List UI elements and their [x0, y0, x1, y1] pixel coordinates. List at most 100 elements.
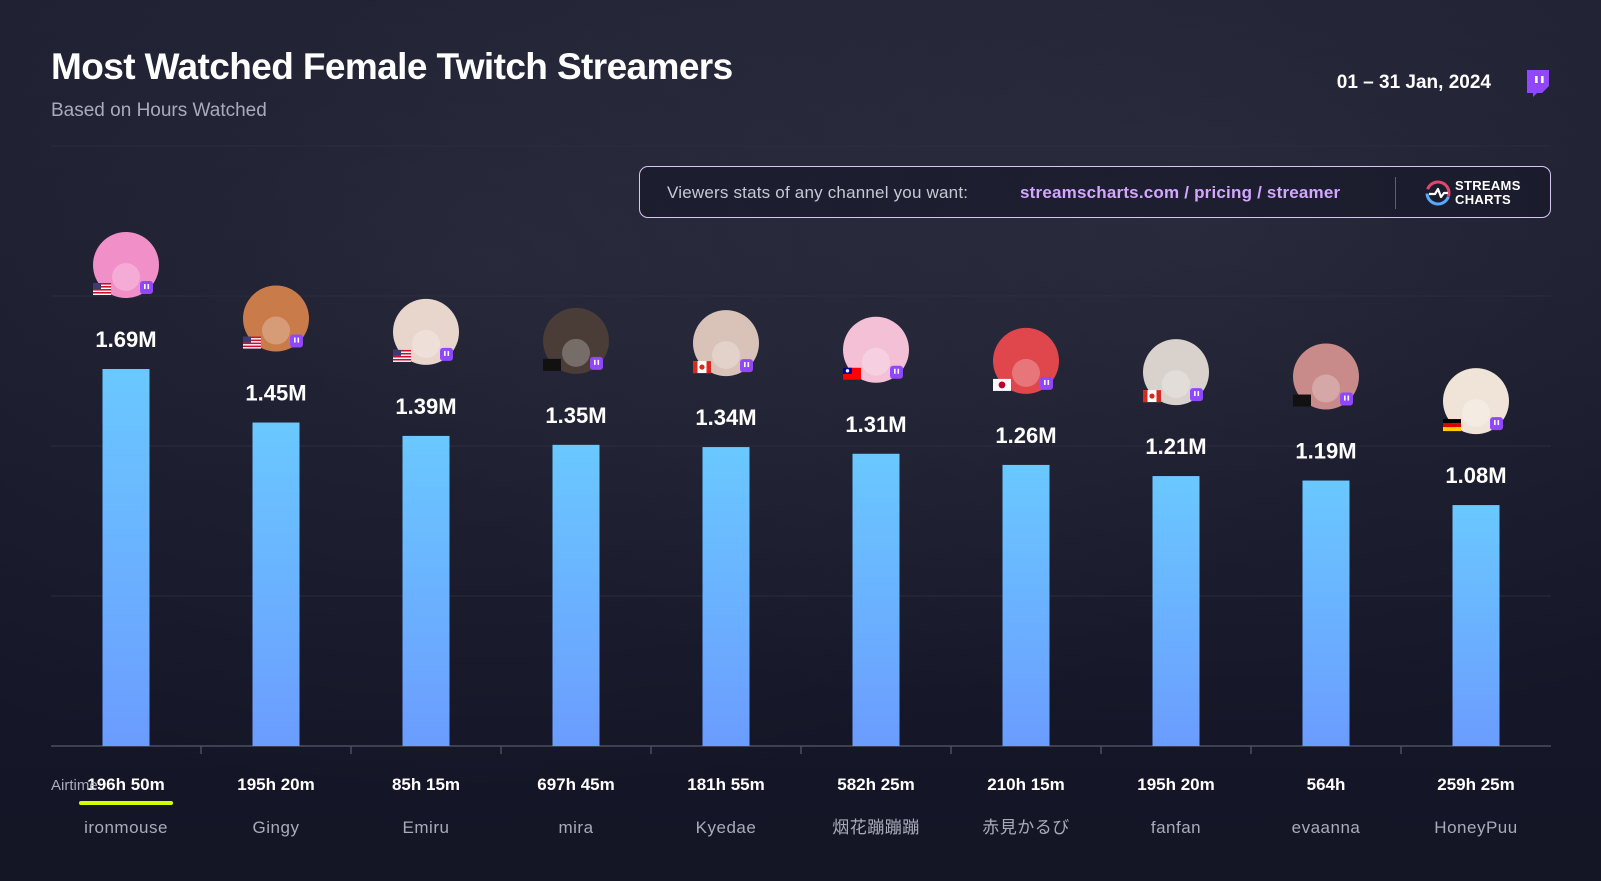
- twitch-badge-icon: [1040, 376, 1053, 390]
- avatar-face: [1312, 374, 1340, 403]
- page-subtitle: Based on Hours Watched: [51, 100, 267, 121]
- bar-value-label: 1.39M: [395, 394, 456, 419]
- flag-canton: [93, 283, 101, 289]
- bar: [1302, 480, 1350, 746]
- flag-icon: [1293, 394, 1311, 407]
- chart-avatars: [93, 232, 1509, 435]
- bar: [702, 447, 750, 746]
- badge-mark: [597, 359, 600, 365]
- flag-stripe: [243, 345, 261, 348]
- chart-x-axis: 196h 50m ironmouse 195h 20m Gingy 85h 15m Emi…: [79, 775, 1517, 837]
- badge-mark: [1044, 379, 1046, 385]
- promo-link[interactable]: streamscharts.com / pricing / streamer: [1020, 183, 1341, 202]
- badge-mark: [744, 362, 746, 368]
- badge-mark: [294, 337, 296, 343]
- x-tick-label: 烟花蹦蹦蹦: [832, 818, 920, 837]
- flag-leaf: [699, 364, 705, 370]
- flag-sun: [845, 369, 850, 373]
- bar-value-label: 1.69M: [95, 327, 156, 352]
- logo-line-1: STREAMS: [1455, 178, 1521, 193]
- flag-stripe: [393, 355, 411, 358]
- flag-stripe: [93, 283, 111, 285]
- bar-value-label: 1.31M: [845, 412, 906, 437]
- chart-bars: [102, 369, 1500, 746]
- airtime-value: 195h 20m: [1137, 775, 1215, 794]
- flag-band: [1443, 423, 1461, 428]
- badge-mark: [147, 284, 150, 289]
- chart-grid: [51, 145, 1551, 754]
- avatar-face: [112, 263, 140, 291]
- badge-mark: [897, 368, 900, 374]
- x-tick-label: mira: [558, 818, 593, 837]
- x-tick-label: ironmouse: [84, 818, 168, 837]
- bar-value-label: 1.35M: [545, 403, 606, 428]
- streams-charts-logo-text: STREAMS CHARTS: [1455, 179, 1521, 207]
- avatar-face: [262, 316, 290, 345]
- flag-band: [1443, 427, 1461, 432]
- avatar-face: [412, 329, 440, 358]
- airtime-value: 564h: [1307, 775, 1346, 794]
- bar: [852, 453, 900, 746]
- bar-value-label: 1.21M: [1145, 434, 1206, 459]
- streamer-avatar: [1293, 343, 1359, 410]
- page-title: Most Watched Female Twitch Streamers: [51, 46, 733, 87]
- bar-value-label: 1.26M: [995, 423, 1056, 448]
- bar: [552, 444, 600, 746]
- streamer-avatar: [93, 232, 159, 298]
- bar: [252, 422, 300, 746]
- flag-band: [1156, 390, 1161, 403]
- airtime-value: 210h 15m: [987, 775, 1065, 794]
- badge-mark: [1347, 395, 1350, 401]
- avatar-face: [562, 338, 590, 367]
- twitch-badge-icon: [740, 359, 753, 373]
- x-tick-label: fanfan: [1151, 818, 1201, 837]
- flag-stripe: [93, 289, 111, 291]
- bar: [1452, 505, 1500, 746]
- badge-mark: [144, 284, 146, 289]
- airtime-value: 181h 55m: [687, 775, 765, 794]
- twitch-icon: [1527, 70, 1549, 97]
- badge-mark: [1344, 395, 1346, 401]
- badge-mark: [747, 362, 750, 368]
- bar-value-label: 1.08M: [1445, 463, 1506, 488]
- badge-mark: [594, 359, 596, 365]
- badge-mark: [297, 337, 300, 343]
- airtime-value: 195h 20m: [237, 775, 315, 794]
- twitch-badge-icon: [440, 347, 453, 361]
- airtime-value: 259h 25m: [1437, 775, 1515, 794]
- flag-sun: [998, 381, 1006, 389]
- bar: [1152, 476, 1200, 746]
- twitch-badge-icon: [1190, 388, 1203, 402]
- streamer-avatar: [393, 298, 459, 365]
- badge-mark: [894, 368, 896, 374]
- badge-mark: [1194, 391, 1196, 397]
- bar: [402, 435, 450, 746]
- logo-line-2: CHARTS: [1455, 192, 1511, 207]
- twitch-badge-icon: [890, 365, 903, 379]
- avatar-face: [1162, 370, 1190, 399]
- streams-charts-logo-icon: [1425, 180, 1451, 206]
- flag-stripe: [393, 352, 411, 355]
- flag-canton: [243, 336, 251, 343]
- bar-value-label: 1.34M: [695, 405, 756, 430]
- streamer-avatar: [993, 327, 1059, 394]
- avatar-face: [1462, 399, 1490, 428]
- x-tick-label: Kyedae: [696, 818, 757, 837]
- flag-band: [1143, 390, 1148, 403]
- flag-band: [706, 361, 711, 374]
- bar-value-label: 1.19M: [1295, 439, 1356, 464]
- streamer-avatar: [243, 285, 309, 352]
- badge-mark: [1197, 391, 1200, 397]
- promo-text: Viewers stats of any channel you want:: [667, 183, 969, 202]
- twitch-badge-icon: [290, 334, 303, 348]
- x-tick-label: HoneyPuu: [1434, 818, 1517, 837]
- date-range: 01 – 31 Jan, 2024: [1336, 72, 1491, 93]
- airtime-value: 582h 25m: [837, 775, 915, 794]
- promo-banner[interactable]: Viewers stats of any channel you want: s…: [639, 166, 1551, 218]
- badge-mark: [444, 350, 446, 356]
- twitch-badge-icon: [140, 281, 153, 294]
- streamer-avatar: [1443, 368, 1509, 435]
- twitch-badge-icon: [1340, 392, 1353, 406]
- badge-mark: [447, 350, 450, 356]
- airtime-value: 196h 50m: [87, 775, 165, 794]
